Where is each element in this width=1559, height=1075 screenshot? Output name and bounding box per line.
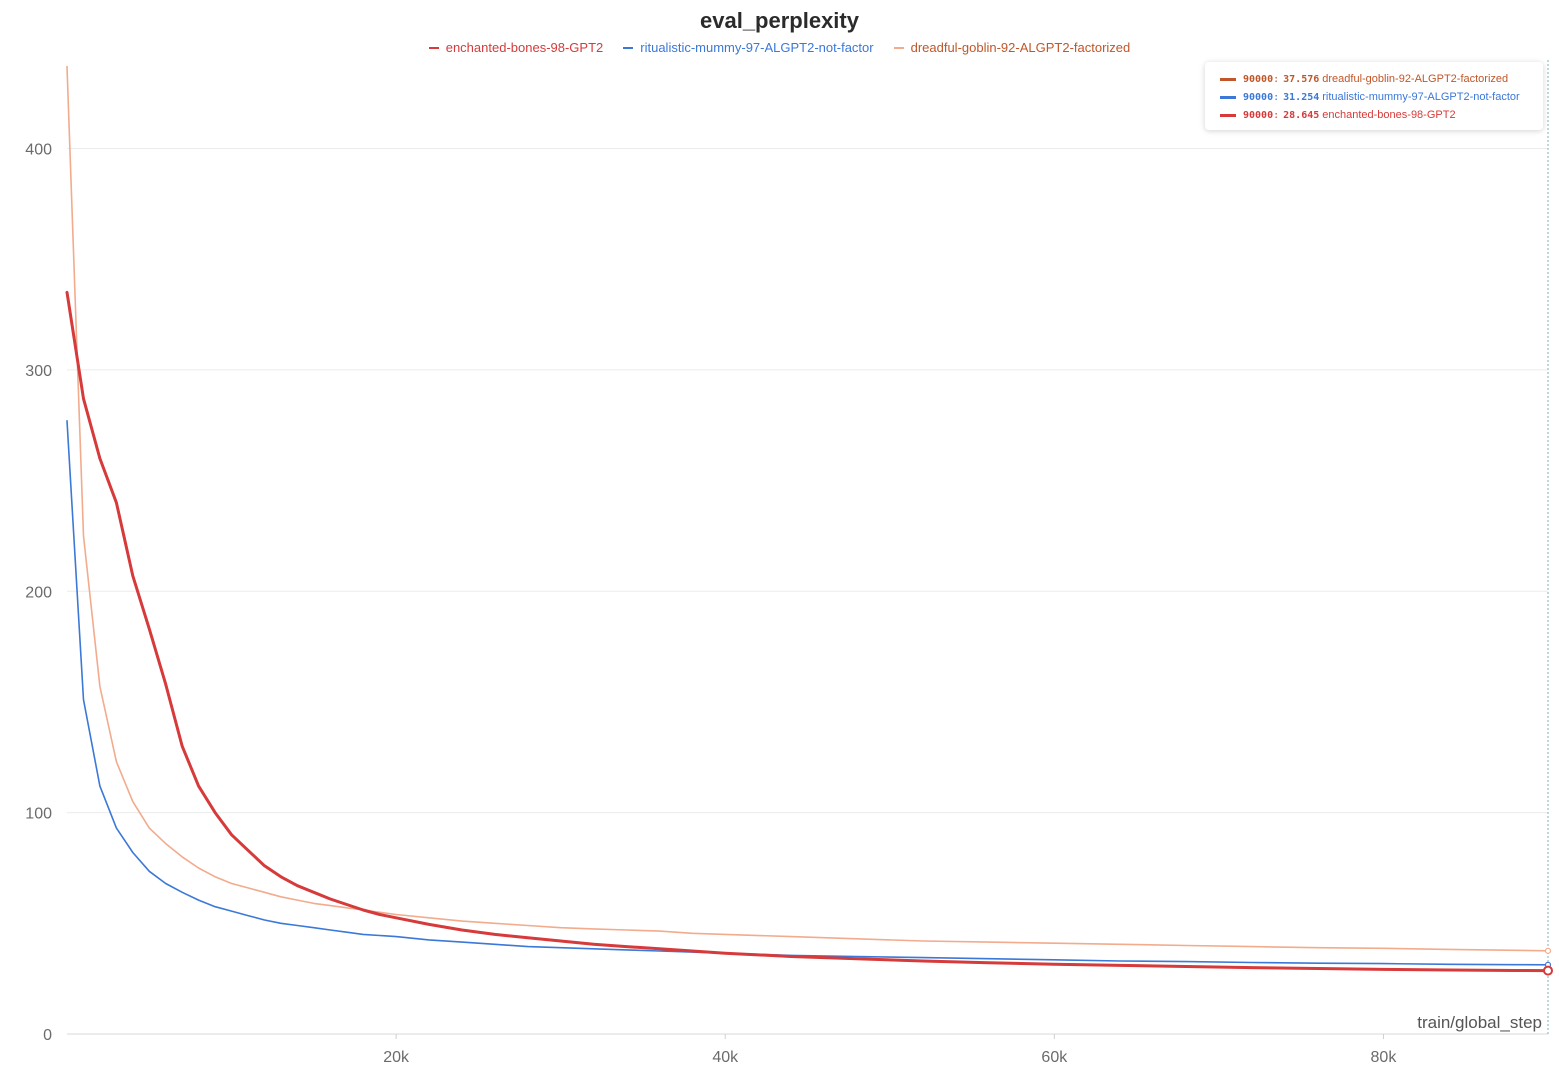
tooltip-row: 90000: 37.576 dreadful-goblin-92-ALGPT2-… <box>1220 73 1508 85</box>
tooltip-run-name: ritualistic-mummy-97-ALGPT2-not-factor <box>1322 91 1520 103</box>
x-tick-label: 40k <box>712 1049 739 1066</box>
tooltip-separator: : <box>1273 91 1280 103</box>
tooltip-separator: : <box>1273 109 1280 121</box>
tooltip-swatch <box>1220 113 1236 117</box>
tooltip-separator: : <box>1273 73 1280 85</box>
gridlines <box>67 148 1548 814</box>
chart-title: eval_perplexity <box>700 8 859 33</box>
tooltip-run-name: enchanted-bones-98-GPT2 <box>1322 109 1456 121</box>
legend-label: ritualistic-mummy-97-ALGPT2-not-factor <box>640 40 874 55</box>
tooltip-value: 28.645 <box>1283 109 1320 121</box>
tooltip-swatch <box>1220 95 1236 99</box>
tooltip-step: 90000 <box>1243 73 1274 85</box>
x-tick-label: 60k <box>1041 1049 1068 1066</box>
tooltip-run-name: dreadful-goblin-92-ALGPT2-factorized <box>1322 73 1509 85</box>
legend-item-enchanted-bones[interactable]: enchanted-bones-98-GPT2 <box>428 40 604 55</box>
legend-label: dreadful-goblin-92-ALGPT2-factorized <box>910 40 1131 55</box>
y-tick-label: 300 <box>25 363 52 380</box>
tooltip-row: 90000: 28.645 enchanted-bones-98-GPT2 <box>1220 109 1456 121</box>
x-tick-label: 80k <box>1371 1049 1398 1066</box>
y-axis-ticks: 0 100 200 300 400 <box>25 142 52 1044</box>
hover-tooltip: 90000: 37.576 dreadful-goblin-92-ALGPT2-… <box>1205 62 1543 130</box>
legend-label: enchanted-bones-98-GPT2 <box>445 40 604 55</box>
legend-item-ritualistic-mummy[interactable]: ritualistic-mummy-97-ALGPT2-not-factor <box>623 40 874 55</box>
legend-swatch <box>893 46 904 49</box>
series-line-enchanted-bones-98-GPT2 <box>65 290 1550 973</box>
x-tick-label: 20k <box>383 1049 410 1066</box>
tooltip-row: 90000: 31.254 ritualistic-mummy-97-ALGPT… <box>1220 91 1520 103</box>
hover-marker <box>1544 947 1552 954</box>
legend-swatch <box>428 46 439 49</box>
y-tick-label: 200 <box>25 584 52 601</box>
y-tick-label: 400 <box>25 142 52 159</box>
tooltip-step: 90000 <box>1243 91 1274 103</box>
legend-item-dreadful-goblin[interactable]: dreadful-goblin-92-ALGPT2-factorized <box>893 40 1131 55</box>
series-line-dreadful-goblin-92-ALGPT2-factorized <box>66 65 1549 952</box>
x-axis-ticks: 20k 40k 60k 80k <box>383 1034 1397 1066</box>
y-tick-label: 100 <box>25 806 52 823</box>
y-tick-label: 0 <box>43 1027 52 1044</box>
tooltip-swatch <box>1220 77 1236 81</box>
tooltip-value: 31.254 <box>1283 91 1320 103</box>
hover-marker <box>1543 965 1553 976</box>
legend-swatch <box>623 46 634 49</box>
series-lines <box>65 65 1550 973</box>
x-axis-label: train/global_step <box>1417 1013 1542 1032</box>
tooltip-value: 37.576 <box>1283 73 1320 85</box>
tooltip-step: 90000 <box>1243 109 1274 121</box>
hover-markers <box>1543 947 1553 976</box>
legend: enchanted-bones-98-GPT2 ritualistic-mumm… <box>0 40 1559 55</box>
series-line-ritualistic-mummy-97-ALGPT2-not-factor <box>66 419 1549 966</box>
